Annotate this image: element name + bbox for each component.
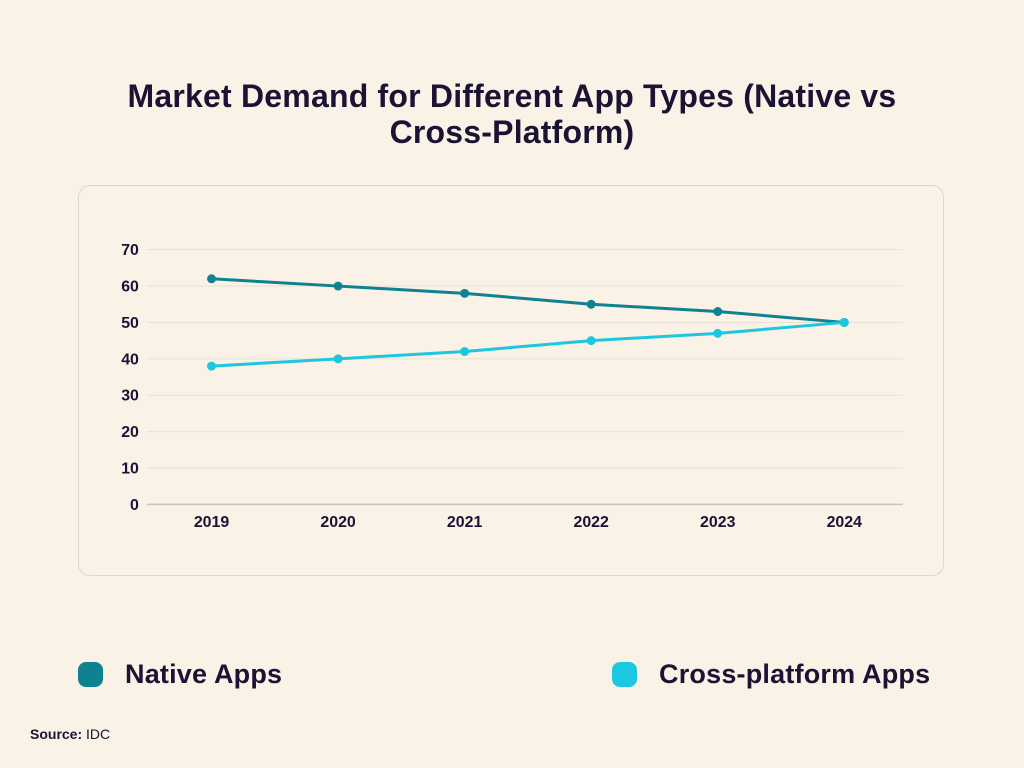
legend-label: Cross-platform Apps: [659, 658, 931, 689]
series-line-cross-platform-apps: [210, 320, 846, 368]
y-tick-label: 10: [121, 460, 139, 477]
chart-title-line1: Market Demand for Different App Types (N…: [127, 78, 897, 114]
y-tick-label: 0: [130, 497, 139, 514]
source-value: IDC: [86, 726, 111, 742]
y-tick-label: 60: [121, 279, 139, 296]
native-apps-swatch-icon: [78, 661, 103, 687]
x-tick-label: 2020: [320, 514, 356, 531]
series-point-native-apps: [333, 281, 343, 291]
x-tick-label: 2024: [827, 514, 863, 531]
legend-item-native-apps: Native Apps: [78, 658, 283, 689]
x-tick-label: 2019: [194, 514, 230, 531]
x-tick-label: 2021: [447, 514, 483, 531]
y-tick-label: 20: [121, 424, 139, 441]
source-note: Source: IDC: [30, 726, 110, 742]
y-tick-label: 70: [121, 242, 139, 259]
series-point-cross-platform-apps: [586, 336, 596, 346]
chart-legend: Native Apps Cross-platform Apps: [0, 658, 1024, 690]
x-tick-label: 2022: [573, 514, 609, 531]
cross-platform-apps-swatch-icon: [612, 661, 637, 687]
series-point-cross-platform-apps: [333, 354, 343, 364]
x-tick-label: 2023: [700, 514, 736, 531]
chart-title-line2: Cross-Platform): [389, 114, 635, 151]
source-label: Source:: [30, 726, 83, 742]
series-point-cross-platform-apps: [713, 328, 723, 338]
line-chart: 0 10 20 30 40 50 60 70 2019 2020 2021 2022 2023 2024: [121, 242, 903, 531]
series-point-cross-platform-apps: [460, 347, 470, 357]
series-point-cross-platform-apps: [839, 317, 849, 327]
series-point-native-apps: [586, 299, 596, 309]
y-tick-label: 40: [121, 351, 139, 368]
series-point-native-apps: [207, 274, 217, 284]
y-tick-label: 30: [121, 388, 139, 405]
legend-label: Native Apps: [125, 658, 283, 689]
series-point-native-apps: [713, 307, 723, 317]
series-line-native-apps: [210, 277, 846, 324]
y-tick-label: 50: [121, 315, 139, 332]
chart-title: Market Demand for Different App Types (N…: [0, 78, 1024, 150]
chart-card: 0 10 20 30 40 50 60 70 2019 2020 2021 2022 2023 2024: [78, 185, 944, 576]
series-point-cross-platform-apps: [207, 361, 217, 371]
series-point-native-apps: [460, 288, 470, 298]
legend-item-cross-platform-apps: Cross-platform Apps: [612, 658, 931, 689]
